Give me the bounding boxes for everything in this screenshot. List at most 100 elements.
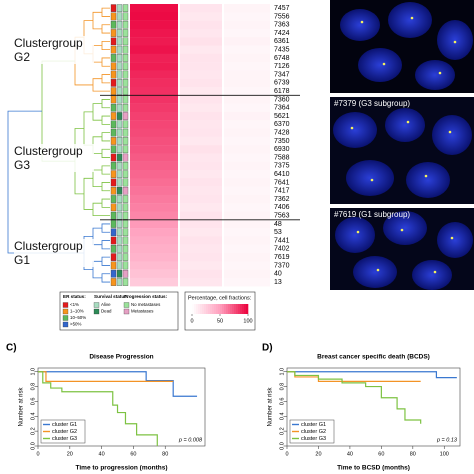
survival-curve: [38, 371, 198, 397]
status-cell: [116, 203, 123, 212]
legend-label: cluster G2: [52, 429, 77, 435]
p-value: p = 0.008: [178, 437, 203, 443]
status-cell: [122, 79, 129, 87]
heatmap-cell: [130, 78, 178, 88]
y-tick-label: 0.2: [279, 427, 285, 435]
dendrogram-branch: [101, 7, 110, 17]
status-cell: [110, 95, 117, 104]
legend-swatch: [62, 302, 69, 308]
panel-label: C): [6, 343, 17, 354]
scale-step: [206, 304, 209, 314]
heatmap-cell: [180, 20, 222, 30]
heatmap-cell: [180, 95, 222, 104]
heatmap-cell: [224, 4, 270, 13]
legend-box: [59, 291, 179, 331]
status-cell: [122, 245, 129, 253]
x-tick-label: 100: [440, 451, 449, 457]
cluster-label: Clustergroup G1: [14, 239, 94, 267]
legend-label: cluster G2: [301, 429, 326, 435]
heatmap-cell: [224, 170, 270, 179]
heatmap-cell: [130, 219, 178, 229]
heatmap-cell: [180, 277, 222, 287]
heatmap-cell: [180, 145, 222, 154]
sample-id: 7435: [274, 46, 290, 53]
cluster-label: Clustergroup G3: [14, 143, 94, 172]
status-cell: [116, 220, 123, 228]
heatmap-cell: [224, 236, 270, 245]
heatmap-cell: [224, 228, 270, 237]
y-tick-label: 0.0: [30, 442, 36, 450]
sample-id: 7428: [274, 129, 290, 136]
legend-swatch: [93, 302, 100, 308]
fish-signals: [350, 16, 457, 274]
heatmap-cell: [130, 28, 178, 38]
scale-tick-label: 100: [243, 318, 252, 324]
status-cell: [122, 29, 129, 37]
heatmap-cell: [180, 45, 222, 54]
heatmap-cell: [180, 194, 222, 204]
dendrogram-branch: [101, 115, 110, 125]
heatmap-cell: [180, 103, 222, 113]
heatmap-cell: [130, 87, 178, 96]
status-cell: [110, 87, 117, 95]
dendrogram-branch: [83, 111, 93, 146]
heatmap-cell: [130, 20, 178, 30]
status-cell: [116, 54, 123, 62]
status-cell: [116, 62, 123, 71]
dendrogram-branch: [101, 273, 110, 283]
dendrogram-branch: [101, 165, 110, 175]
heatmap-cell: [130, 161, 178, 171]
sample-id: 7350: [274, 138, 290, 145]
scale-tick-label: 50: [217, 318, 223, 324]
status-cell: [110, 145, 117, 154]
heatmap-cell: [130, 261, 178, 270]
status-cell: [122, 186, 129, 195]
legend-item: Dead: [101, 309, 112, 314]
survival-curve: [287, 371, 421, 382]
dendrogram-branch: [92, 169, 102, 187]
dendrogram-branch: [101, 132, 110, 142]
sample-id: 7588: [274, 154, 290, 161]
heatmap-cell: [180, 219, 222, 229]
heatmap-cell: [224, 78, 270, 88]
legend-label: cluster G1: [52, 422, 77, 428]
status-cell: [110, 103, 117, 112]
legend-swatch: [62, 315, 69, 321]
heatmap-cell: [224, 244, 270, 254]
dendrogram-branch: [92, 260, 102, 279]
heatmap-cell: [224, 153, 270, 162]
scale-tick-label: 0: [190, 318, 193, 324]
status-cell: [116, 29, 123, 37]
status-cell: [116, 95, 123, 104]
chart-title: Breast cancer specific death (BCDS): [317, 354, 430, 361]
legend-swatch: [123, 302, 130, 308]
status-cell: [116, 211, 123, 220]
status-cell: [110, 195, 117, 203]
status-cell: [122, 112, 129, 120]
status-cell: [116, 186, 123, 195]
heatmap-cell: [130, 228, 178, 237]
heatmap-cell: [130, 269, 178, 279]
x-tick-label: 0: [36, 451, 39, 457]
heatmap-cell: [130, 211, 178, 220]
y-tick-label: 0.0: [279, 442, 285, 450]
heatmap-cell: [224, 120, 270, 129]
x-axis-label: Time to BCSD (months): [337, 465, 410, 472]
heatmap-cell: [130, 145, 178, 154]
status-cell: [122, 211, 129, 220]
sample-id: 6410: [274, 171, 290, 178]
heatmap-cell: [224, 12, 270, 21]
status-cell: [116, 236, 123, 245]
survival-curve: [38, 371, 174, 382]
chart-title: Disease Progression: [89, 354, 153, 361]
legend-label: cluster G3: [52, 436, 77, 442]
status-cell: [116, 70, 123, 79]
heatmap-cell: [180, 62, 222, 71]
legend-title: Survival status:: [94, 294, 129, 299]
heatmap-cell: [180, 170, 222, 179]
status-cell: [110, 186, 117, 195]
heatmap-cell: [180, 78, 222, 88]
sample-id: 5621: [274, 113, 290, 120]
y-tick-label: 0.6: [279, 398, 285, 406]
scale-step: [224, 304, 227, 314]
